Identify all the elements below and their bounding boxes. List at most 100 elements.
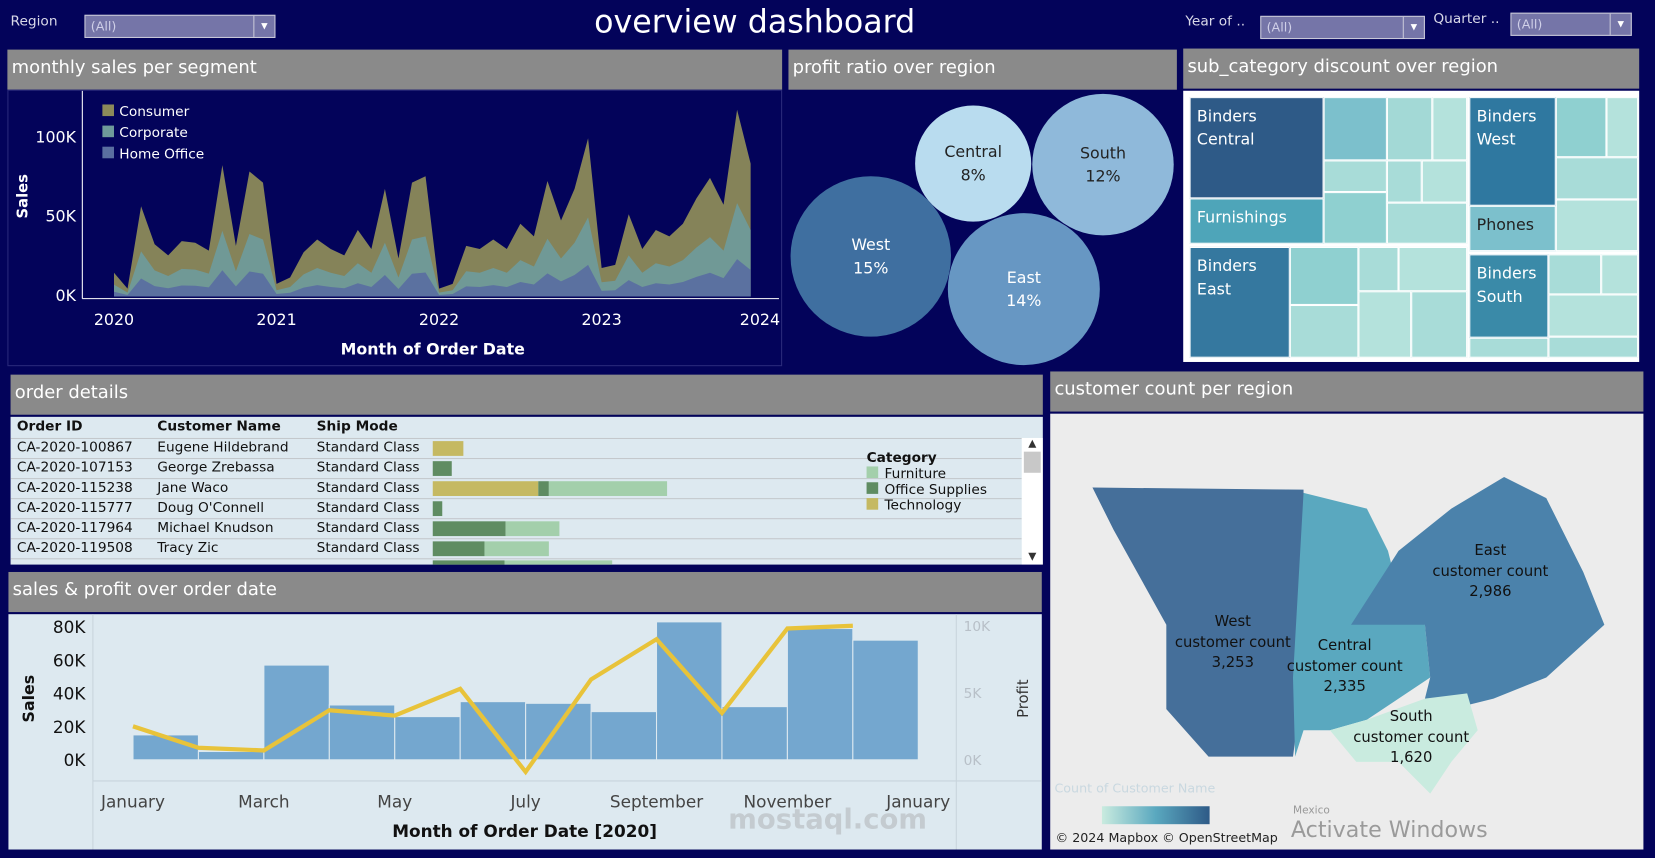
profit-ratio-title: profit ratio over region xyxy=(788,49,1177,90)
region-filter-label: Region xyxy=(10,13,58,30)
treemap-cell-furnishings[interactable]: Furnishings xyxy=(1189,198,1324,244)
profit-ratio-chart: Central 8% South 12% West 15% East 14% xyxy=(788,89,1176,368)
table-header: Order ID Customer Name Ship Mode xyxy=(10,417,1022,440)
legend-office-supplies[interactable]: Office Supplies xyxy=(866,482,987,499)
treemap-cell[interactable] xyxy=(1289,304,1359,358)
treemap-cell[interactable] xyxy=(1548,336,1639,358)
ship-mode: Standard Class xyxy=(316,440,420,456)
legend-technology[interactable]: Technology xyxy=(866,498,987,514)
order-table: Order ID Customer Name Ship Mode CA-2020… xyxy=(10,416,1043,565)
bar-furniture[interactable] xyxy=(505,521,560,537)
region-west[interactable] xyxy=(1092,487,1304,757)
bar-office-supplies[interactable] xyxy=(432,461,452,476)
bubble-value-label: 15% xyxy=(853,258,888,277)
treemap-cell[interactable] xyxy=(1601,254,1639,295)
treemap-cell[interactable] xyxy=(1386,97,1433,161)
legend-title: Category xyxy=(866,450,937,467)
treemap-cell[interactable] xyxy=(1386,160,1422,203)
bubble-region-label: East xyxy=(1007,268,1041,287)
quarter-dropdown[interactable]: (All) ▼ xyxy=(1510,12,1632,36)
treemap-cell[interactable] xyxy=(1358,246,1399,292)
sales-bar xyxy=(786,627,854,761)
treemap-cell[interactable] xyxy=(1386,202,1468,244)
ship-mode: Standard Class xyxy=(316,540,420,557)
sales-bar xyxy=(394,716,461,761)
y2-tick-label: 0K xyxy=(964,753,983,769)
treemap-cell-binders-central[interactable]: Binders Central xyxy=(1189,97,1324,199)
treemap-cell[interactable] xyxy=(1323,97,1387,161)
table-row[interactable]: CA-2020-115238 Jane Waco Standard Class xyxy=(10,479,1022,500)
scroll-down-icon[interactable]: ▼ xyxy=(1028,550,1037,563)
treemap-cell[interactable] xyxy=(1469,337,1549,358)
x-tick-label: 2023 xyxy=(581,310,621,329)
table-scrollbar[interactable]: ▲ ▼ xyxy=(1021,437,1043,565)
table-row[interactable]: CA-2020-115777 Doug O'Connell Standard Cla… xyxy=(10,499,1022,520)
table-row[interactable]: CA-2020-117964 Michael Knudson Standard Cl… xyxy=(10,519,1022,540)
region-dropdown[interactable]: (All) ▼ xyxy=(84,14,276,38)
sales-bar xyxy=(525,702,592,761)
sales-bar xyxy=(721,706,788,761)
treemap-cell-binders-south[interactable]: Binders South xyxy=(1469,254,1549,338)
treemap-cell-binders-east[interactable]: Binders East xyxy=(1189,246,1290,358)
treemap-cell-binders-west[interactable]: Binders West xyxy=(1469,97,1556,206)
region-value: (All) xyxy=(90,18,117,34)
legend-furniture[interactable]: Furniture xyxy=(866,466,987,482)
bar-technology[interactable] xyxy=(432,441,464,456)
bar-office-supplies[interactable] xyxy=(432,501,443,517)
col-ship-mode[interactable]: Ship Mode xyxy=(316,418,398,435)
treemap-cell-phones[interactable]: Phones xyxy=(1469,205,1556,252)
treemap-cell[interactable] xyxy=(1323,192,1387,244)
treemap-cell[interactable] xyxy=(1548,254,1602,295)
region-south[interactable] xyxy=(1329,693,1478,794)
legend-label: Office Supplies xyxy=(884,482,987,499)
legend-label: Corporate xyxy=(119,125,188,141)
chevron-down-icon: ▼ xyxy=(1609,13,1631,35)
y-tick-label: 0K xyxy=(56,286,77,305)
category-legend: Category Furniture Office Supplies Techn… xyxy=(866,450,987,514)
col-order-id[interactable]: Order ID xyxy=(16,418,83,435)
treemap-label: Phones xyxy=(1476,215,1534,235)
map-label-line: Central xyxy=(1317,637,1372,655)
y-tick-label: 0K xyxy=(64,750,87,770)
map-attribution[interactable]: © 2024 Mapbox © OpenStreetMap xyxy=(1055,830,1278,846)
treemap-cell[interactable] xyxy=(1548,294,1639,337)
bar-technology[interactable] xyxy=(432,481,539,496)
customer-map[interactable]: West customer count 3,253 Central customer c… xyxy=(1050,413,1644,850)
order-id: CA-2020-115238 xyxy=(16,480,133,496)
table-row[interactable]: CA-2020-100867 Eugene Hildebrand Standard … xyxy=(10,439,1022,460)
bar-office-supplies[interactable] xyxy=(432,521,506,537)
map-label-line: 2,335 xyxy=(1323,678,1366,696)
treemap-cell[interactable] xyxy=(1606,97,1639,158)
treemap-cell[interactable] xyxy=(1398,246,1468,292)
bar-furniture[interactable] xyxy=(484,541,549,557)
region-east[interactable] xyxy=(1351,476,1605,710)
sales-bar xyxy=(852,639,919,761)
bar-furniture[interactable] xyxy=(548,481,668,496)
x-tick-label: 2020 xyxy=(94,310,134,329)
treemap-cell[interactable] xyxy=(1555,199,1639,252)
col-customer-name[interactable]: Customer Name xyxy=(157,418,281,435)
treemap-cell[interactable] xyxy=(1555,97,1607,158)
treemap-cell[interactable] xyxy=(1555,157,1639,200)
map-label-line: 1,620 xyxy=(1390,749,1433,767)
activate-windows-watermark: Activate Windows xyxy=(1290,816,1488,843)
table-row[interactable]: CA-2020-107153 George Zrebassa Standard Cl… xyxy=(10,459,1022,480)
year-dropdown[interactable]: (All) ▼ xyxy=(1260,15,1425,40)
treemap-cell[interactable] xyxy=(1421,160,1468,203)
bar-office-supplies[interactable] xyxy=(538,481,549,496)
map-label-line: 2,986 xyxy=(1469,583,1512,601)
scroll-thumb[interactable] xyxy=(1023,451,1041,473)
treemap-cell[interactable] xyxy=(1358,291,1412,358)
treemap-cell[interactable] xyxy=(1289,246,1359,305)
treemap-cell[interactable] xyxy=(1323,160,1387,193)
x-tick-label: January xyxy=(885,791,950,811)
table-row[interactable]: CA-2020-119508 Tracy Zic Standard Class xyxy=(10,539,1022,560)
treemap-cell[interactable] xyxy=(1432,97,1468,161)
bar-office-supplies[interactable] xyxy=(432,541,485,557)
treemap-cell[interactable] xyxy=(1411,291,1468,358)
x-axis-title: Month of Order Date xyxy=(341,340,525,359)
scroll-up-icon[interactable]: ▲ xyxy=(1028,437,1037,450)
chevron-down-icon: ▼ xyxy=(253,15,274,37)
treemap-title: sub_category discount over region xyxy=(1183,48,1640,89)
